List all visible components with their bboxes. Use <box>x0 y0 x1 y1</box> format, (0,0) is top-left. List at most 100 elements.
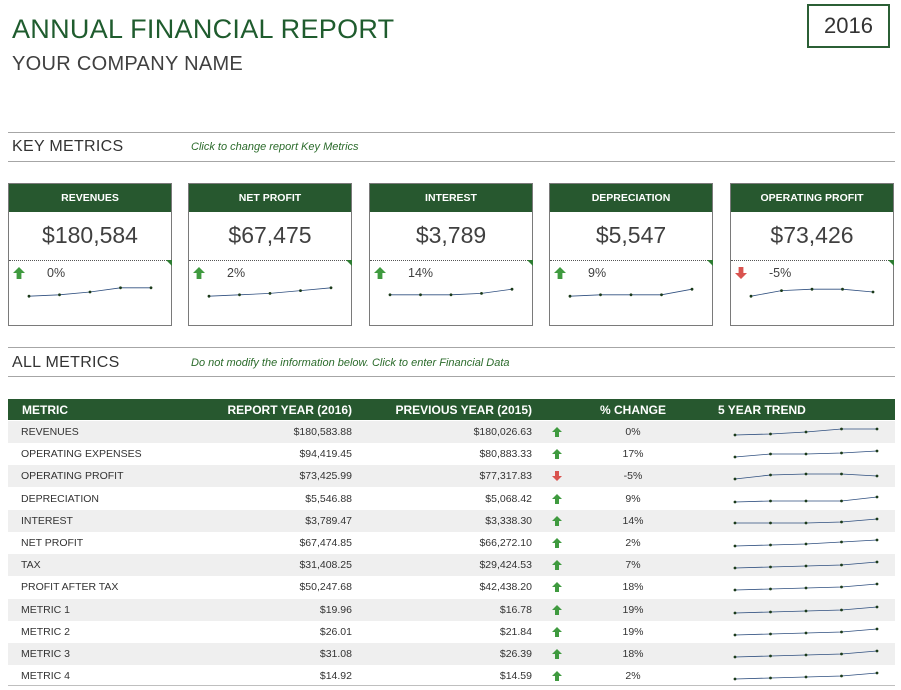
sparkline-point <box>733 677 737 681</box>
key-metric-sparkline <box>25 281 155 303</box>
report-year-value: $5,546.88 <box>305 492 352 505</box>
col-metric: METRIC <box>22 403 68 417</box>
change-indicator <box>552 560 562 571</box>
all-metrics-hint: Do not modify the information below. Cli… <box>191 357 510 369</box>
metric-name: DEPRECIATION <box>21 492 99 505</box>
previous-year-value: $29,424.53 <box>479 559 532 572</box>
sparkline-point <box>840 652 843 656</box>
percent-change-value: 2% <box>625 537 641 549</box>
up-arrow-icon <box>552 604 562 615</box>
sparkline-point <box>810 287 814 291</box>
change-indicator <box>552 538 562 548</box>
change-indicator <box>552 427 562 437</box>
sparkline-point <box>875 474 879 478</box>
key-metric-change: -5% <box>769 266 792 280</box>
change-indicator <box>552 493 562 504</box>
report-year-value: $3,789.47 <box>305 514 352 527</box>
metric-name: PROFIT AFTER TAX <box>21 581 119 594</box>
sparkline-point <box>875 582 879 586</box>
sparkline-point <box>388 293 392 297</box>
key-metric-value: $180,584 <box>42 222 138 248</box>
key-metric-label: OPERATING PROFIT <box>731 184 893 212</box>
sparkline-point <box>840 630 843 634</box>
sparkline-point <box>690 287 694 291</box>
percent-change-value: 18% <box>622 581 644 594</box>
key-metric-change: 2% <box>227 266 246 280</box>
change-indicator <box>552 671 562 682</box>
percent-change-value: 19% <box>622 603 644 616</box>
key-metric-card-operating-profit[interactable]: OPERATING PROFIT $73,426 -5% <box>730 183 894 326</box>
up-arrow-icon <box>552 538 562 548</box>
metric-name: METRIC 3 <box>21 648 71 660</box>
up-arrow-icon-wrap <box>193 266 205 279</box>
year-selector[interactable]: 2016 <box>807 4 890 48</box>
five-year-trend <box>731 645 881 663</box>
key-metric-card-interest[interactable]: INTEREST $3,789 14% <box>369 183 533 326</box>
sparkline-chart <box>27 286 153 298</box>
sparkline-point <box>871 290 875 294</box>
sparkline-point <box>841 287 844 291</box>
sparkline-point <box>875 495 879 498</box>
up-arrow-icon <box>552 671 562 682</box>
percent-change-value: -5% <box>623 470 643 483</box>
key-metric-card-revenues[interactable]: REVENUES $180,584 0% <box>8 183 172 326</box>
col-five-year-trend: 5 YEAR TREND <box>718 403 806 417</box>
sparkline-point <box>733 566 737 570</box>
sparkline-point <box>840 499 843 502</box>
change-indicator <box>552 449 562 460</box>
sparkline-point <box>804 586 808 590</box>
change-indicator <box>552 515 562 526</box>
sparkline-point <box>840 472 843 476</box>
sparkline-point <box>840 451 843 455</box>
up-arrow-icon <box>193 267 205 279</box>
up-arrow-icon <box>552 560 562 571</box>
table-row: METRIC 2 $26.01 $21.84 19% <box>8 621 895 643</box>
sparkline-point <box>875 538 879 542</box>
sparkline-chart <box>749 287 875 298</box>
sparkline-point <box>769 543 772 547</box>
sparkline-chart <box>733 649 879 659</box>
report-year-value: $14.92 <box>319 670 352 683</box>
sparkline-point <box>733 521 737 525</box>
sparkline-point <box>769 499 772 502</box>
key-metric-sparkline <box>386 281 516 303</box>
card-corner-marker <box>707 260 713 266</box>
percent-change-value: 9% <box>625 492 641 505</box>
five-year-trend <box>731 445 881 463</box>
key-metrics-hint[interactable]: Click to change report Key Metrics <box>191 141 359 153</box>
sparkline-point <box>733 655 737 659</box>
sparkline-point <box>875 427 879 431</box>
down-arrow-icon-wrap <box>735 266 747 279</box>
key-metric-card-depreciation[interactable]: DEPRECIATION $5,547 9% <box>549 183 713 326</box>
key-metric-sparkline <box>205 281 335 303</box>
sparkline-point <box>733 588 737 592</box>
five-year-trend <box>731 623 881 641</box>
percent-change-value: 19% <box>622 625 644 638</box>
percent-change-value: 2% <box>625 670 641 683</box>
sparkline-point <box>804 499 808 502</box>
card-divider <box>550 260 712 261</box>
table-row: OPERATING PROFIT $73,425.99 $77,317.83 -5% <box>8 465 895 488</box>
key-metric-value: $3,789 <box>415 222 487 248</box>
key-metrics-top-rule <box>8 132 895 133</box>
metric-name: TAX <box>21 559 41 572</box>
up-arrow-icon <box>552 449 562 460</box>
key-metrics-title: KEY METRICS <box>12 138 124 155</box>
sparkline-point <box>840 540 843 544</box>
up-arrow-icon-wrap <box>13 266 25 279</box>
report-title: ANNUAL FINANCIAL REPORT <box>12 14 395 44</box>
sparkline-point <box>769 654 772 658</box>
percent-change-value: 18% <box>622 648 644 660</box>
key-metric-card-net-profit[interactable]: NET PROFIT $67,475 2% <box>188 183 352 326</box>
sparkline-point <box>875 449 879 453</box>
up-arrow-icon <box>552 649 562 659</box>
sparkline-point <box>733 433 737 437</box>
report-year-value: $67,474.85 <box>299 537 352 549</box>
sparkline-point <box>749 294 753 298</box>
up-arrow-icon <box>374 267 386 279</box>
company-name[interactable]: YOUR COMPANY NAME <box>12 53 244 75</box>
up-arrow-icon <box>554 267 566 279</box>
five-year-trend <box>731 512 881 530</box>
five-year-trend <box>731 601 881 619</box>
report-year-value: $31,408.25 <box>299 559 352 572</box>
